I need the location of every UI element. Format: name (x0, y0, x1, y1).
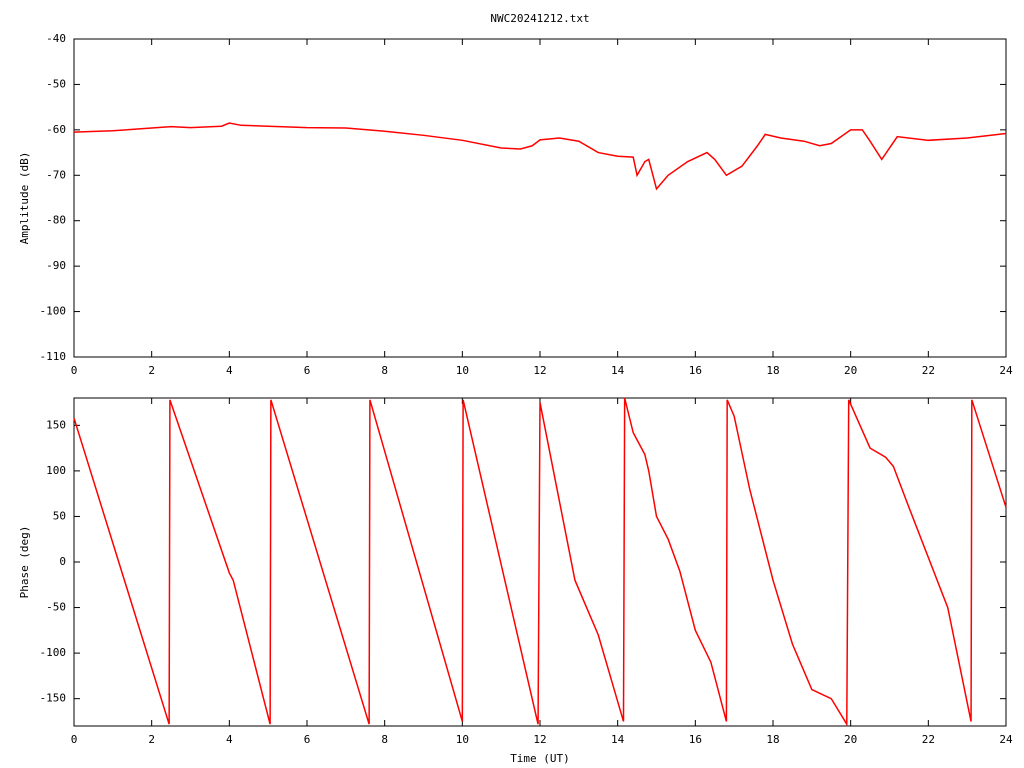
x-tick-label: 18 (766, 364, 779, 377)
x-tick-label: 14 (611, 733, 625, 746)
x-tick-label: 22 (922, 733, 935, 746)
x-tick-label: 16 (689, 364, 702, 377)
x-tick-label: 6 (304, 733, 311, 746)
y-tick-label: 0 (59, 555, 66, 568)
x-tick-label: 12 (533, 364, 546, 377)
x-tick-label: 16 (689, 733, 702, 746)
y-axis-label: Phase (deg) (18, 526, 31, 599)
y-tick-label: -150 (40, 692, 67, 705)
plot-frame (73, 38, 1007, 358)
y-tick-label: -80 (46, 214, 66, 227)
x-tick-label: 6 (304, 364, 311, 377)
y-tick-label: 50 (53, 509, 66, 522)
x-tick-label: 20 (844, 364, 857, 377)
y-tick-label: -50 (46, 601, 66, 614)
y-tick-label: -100 (40, 646, 67, 659)
x-tick-label: 8 (381, 364, 388, 377)
y-tick-label: -110 (40, 350, 67, 363)
y-tick-label: -60 (46, 123, 66, 136)
y-tick-label: 150 (46, 418, 66, 431)
x-axis-label: Time (UT) (510, 752, 570, 765)
x-tick-label: 20 (844, 733, 857, 746)
x-tick-label: 4 (226, 364, 233, 377)
x-tick-label: 10 (456, 364, 469, 377)
x-tick-label: 0 (71, 733, 78, 746)
x-tick-label: 10 (456, 733, 469, 746)
chart-title: NWC20241212.txt (490, 12, 589, 25)
x-tick-label: 4 (226, 733, 233, 746)
x-tick-label: 22 (922, 364, 935, 377)
x-tick-label: 2 (148, 733, 155, 746)
x-tick-label: 24 (999, 364, 1013, 377)
data-line (73, 397, 1007, 727)
x-tick-label: 8 (381, 733, 388, 746)
x-tick-label: 14 (611, 364, 625, 377)
y-tick-label: -70 (46, 168, 66, 181)
y-axis-label: Amplitude (dB) (18, 152, 31, 245)
y-tick-label: -50 (46, 77, 66, 90)
x-tick-label: 12 (533, 733, 546, 746)
data-line (73, 122, 1007, 191)
x-tick-label: 18 (766, 733, 779, 746)
y-tick-label: -100 (40, 305, 67, 318)
y-tick-label: -90 (46, 259, 66, 272)
x-tick-label: 0 (71, 364, 78, 377)
x-tick-label: 24 (999, 733, 1013, 746)
y-tick-label: -40 (46, 32, 66, 45)
y-tick-label: 100 (46, 464, 66, 477)
x-tick-label: 2 (148, 364, 155, 377)
